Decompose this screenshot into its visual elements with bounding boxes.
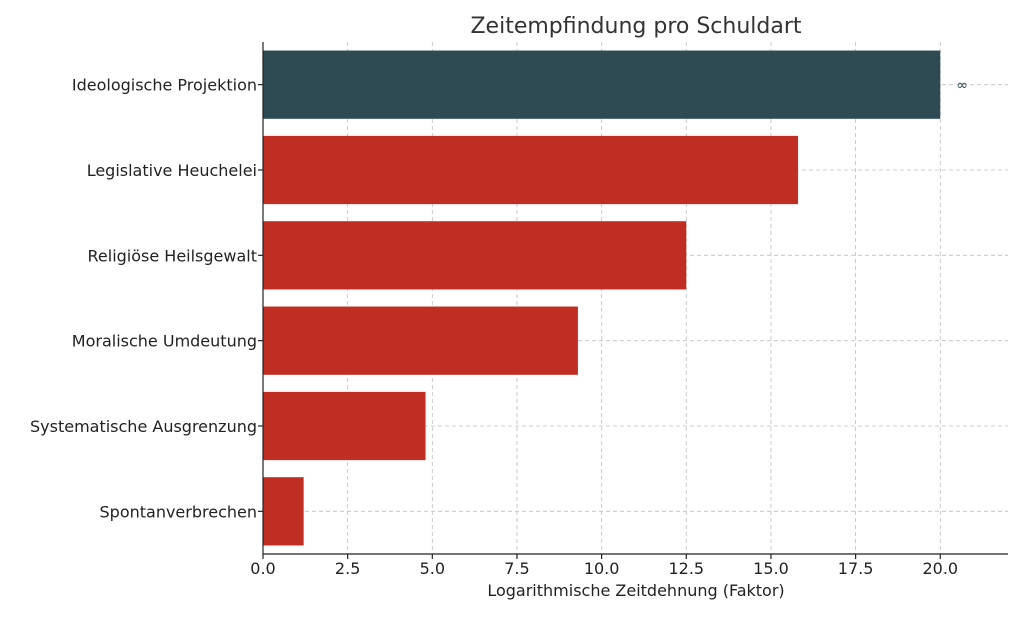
bar — [263, 50, 941, 119]
bar — [263, 221, 687, 290]
bar — [263, 306, 578, 375]
category-label: Ideologische Projektion — [72, 76, 257, 95]
bar — [263, 477, 304, 546]
x-tick-label: 12.5 — [668, 559, 704, 578]
label-layer: 0.0 2.5 5.0 7.5 10.0 12.5 15.0 17.5 20.0 Ideologi… — [30, 76, 968, 578]
x-tick-label: 0.0 — [250, 559, 275, 578]
category-label: Legislative Heuchelei — [87, 161, 257, 180]
x-tick-label: 7.5 — [504, 559, 529, 578]
x-tick-label: 10.0 — [584, 559, 620, 578]
x-tick-label: 20.0 — [922, 559, 958, 578]
category-label: Moralische Umdeutung — [72, 332, 257, 351]
axis-layer — [258, 42, 1008, 559]
category-label: Religiöse Heilsgewalt — [88, 246, 258, 265]
x-tick-label: 15.0 — [753, 559, 789, 578]
category-label: Spontanverbrechen — [100, 502, 258, 521]
bar — [263, 135, 799, 205]
x-axis-label: Logarithmische Zeitdehnung (Faktor) — [487, 581, 784, 600]
bar-annotation: ∞ — [956, 78, 968, 94]
x-tick-label: 2.5 — [335, 559, 360, 578]
bar — [263, 391, 426, 461]
category-label: Systematische Ausgrenzung — [30, 417, 257, 436]
x-tick-label: 17.5 — [838, 559, 874, 578]
x-tick-label: 5.0 — [420, 559, 445, 578]
chart-title: Zeitempfindung pro Schuldart — [470, 14, 801, 39]
bar-layer — [263, 50, 941, 546]
